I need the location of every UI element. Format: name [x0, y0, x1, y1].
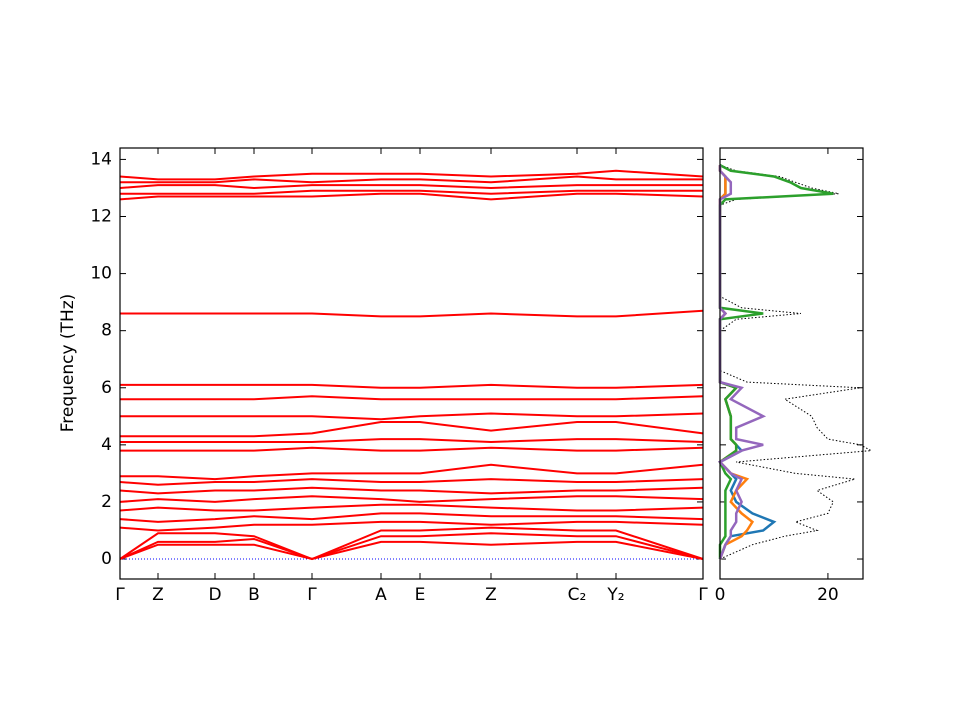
band-line: [120, 412, 704, 421]
y-tick-label: 12: [90, 207, 112, 227]
x-tick-label: Γ: [698, 585, 708, 605]
plot-frame: [719, 147, 864, 580]
band-line: [119, 526, 704, 561]
x-tick-label: 20: [817, 585, 839, 605]
band-line: [119, 532, 704, 561]
band-line: [120, 383, 704, 389]
band-line: [120, 189, 703, 195]
y-tick-label: 8: [101, 321, 112, 341]
band-line: [119, 169, 704, 181]
x-tick-label: Y₂: [606, 585, 624, 605]
x-tick-label: Z: [485, 585, 497, 605]
y-axis-label: Frequency (THz): [58, 294, 78, 433]
plot-frame: [119, 147, 704, 580]
y-tick-label: 4: [101, 435, 112, 455]
band-line: [120, 446, 704, 452]
band-line: [119, 486, 704, 495]
x-tick-label: A: [375, 585, 387, 605]
y-tick-label: 6: [101, 378, 112, 398]
band-line: [120, 421, 704, 438]
dos-line: [717, 165, 767, 560]
band-line: [119, 540, 704, 561]
band-line: [120, 309, 704, 318]
band-line: [119, 520, 704, 532]
x-tick-label: E: [415, 585, 426, 605]
band-line: [119, 503, 704, 512]
band-line: [120, 463, 704, 481]
x-tick-label: C₂: [568, 585, 587, 605]
band-line: [119, 512, 704, 523]
dos-line: [717, 165, 777, 560]
y-tick-label: 0: [101, 549, 112, 569]
x-tick-label: Γ: [307, 585, 317, 605]
band-line: [120, 438, 704, 444]
x-tick-label: D: [208, 585, 221, 605]
y-tick-label: 2: [101, 492, 112, 512]
y-tick-label: 10: [90, 264, 112, 284]
band-line: [120, 395, 704, 401]
x-tick-label: 0: [715, 585, 726, 605]
band-line: [120, 175, 703, 184]
band-line: [119, 495, 704, 503]
band-line: [119, 192, 704, 201]
y-tick-label: 14: [90, 149, 112, 169]
dos-line: [718, 163, 834, 559]
x-tick-label: Z: [152, 585, 164, 605]
x-tick-label: Γ: [115, 585, 125, 605]
band-line: [119, 478, 704, 486]
x-tick-label: B: [248, 585, 260, 605]
dos-line: [719, 164, 873, 560]
band-line: [119, 184, 703, 190]
